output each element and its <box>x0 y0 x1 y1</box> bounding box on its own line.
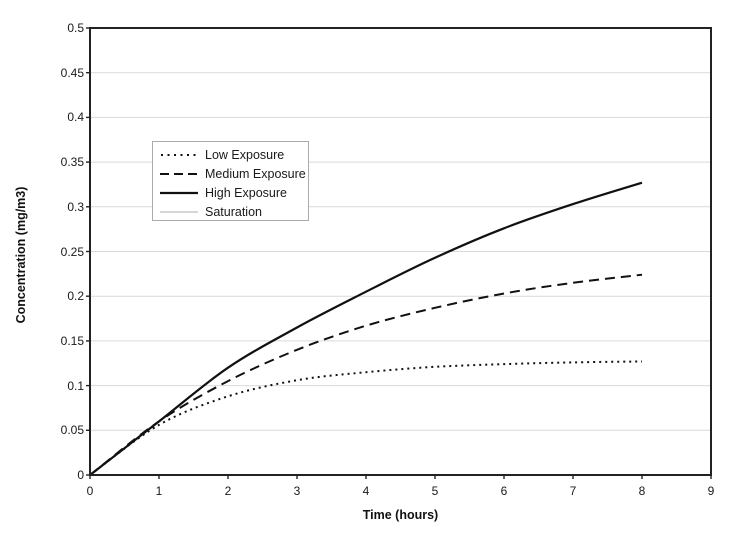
legend-item-saturation: Saturation <box>153 202 308 221</box>
x-tick-label: 4 <box>362 484 370 498</box>
x-tick-label: 0 <box>86 484 94 498</box>
legend-label: Medium Exposure <box>205 166 306 181</box>
x-tick-label: 1 <box>155 484 163 498</box>
legend-item-high-exposure: High Exposure <box>153 183 308 202</box>
y-tick-label: 0.1 <box>67 378 84 393</box>
x-tick-label: 6 <box>500 484 508 498</box>
legend-line-sample-dotted-icon <box>161 153 197 156</box>
series-line-medium-exposure <box>89 273 643 476</box>
x-tick-label: 3 <box>293 484 301 498</box>
y-tick-label: 0.15 <box>60 333 84 348</box>
legend-label: High Exposure <box>205 185 287 200</box>
legend-label: Saturation <box>205 204 262 219</box>
legend-label: Low Exposure <box>205 147 285 162</box>
x-tick-label: 8 <box>638 484 646 498</box>
plot-frame <box>89 27 712 476</box>
legend-line-sample-dashed-icon <box>160 172 198 175</box>
x-tick-label: 9 <box>707 484 715 498</box>
y-tick-label: 0.4 <box>67 110 84 125</box>
series-line-high-exposure <box>89 181 643 476</box>
y-axis-title: Concentration (mg/m3) <box>14 186 28 324</box>
y-tick-label: 0.05 <box>60 423 84 438</box>
legend-item-low-exposure: Low Exposure <box>153 145 308 164</box>
legend-item-medium-exposure: Medium Exposure <box>153 164 308 183</box>
x-tick-label: 2 <box>224 484 232 498</box>
legend: Low Exposure Medium Exposure High Exposu… <box>152 141 309 221</box>
y-tick-label: 0.35 <box>60 155 84 170</box>
x-axis-title: Time (hours) <box>362 508 439 522</box>
legend-line-sample-solid-icon <box>160 191 198 194</box>
x-tick-label: 5 <box>431 484 439 498</box>
series-line-low-exposure <box>89 360 643 476</box>
y-tick-label: 0.25 <box>60 244 84 259</box>
y-tick-label: 0.3 <box>67 199 84 214</box>
y-tick-label: 0.5 <box>67 21 84 35</box>
y-tick-label: 0 <box>77 468 84 482</box>
x-tick-label: 7 <box>569 484 577 498</box>
y-tick-label: 0.45 <box>60 65 84 80</box>
legend-line-sample-light-icon <box>160 210 198 213</box>
y-tick-label: 0.2 <box>67 289 84 304</box>
